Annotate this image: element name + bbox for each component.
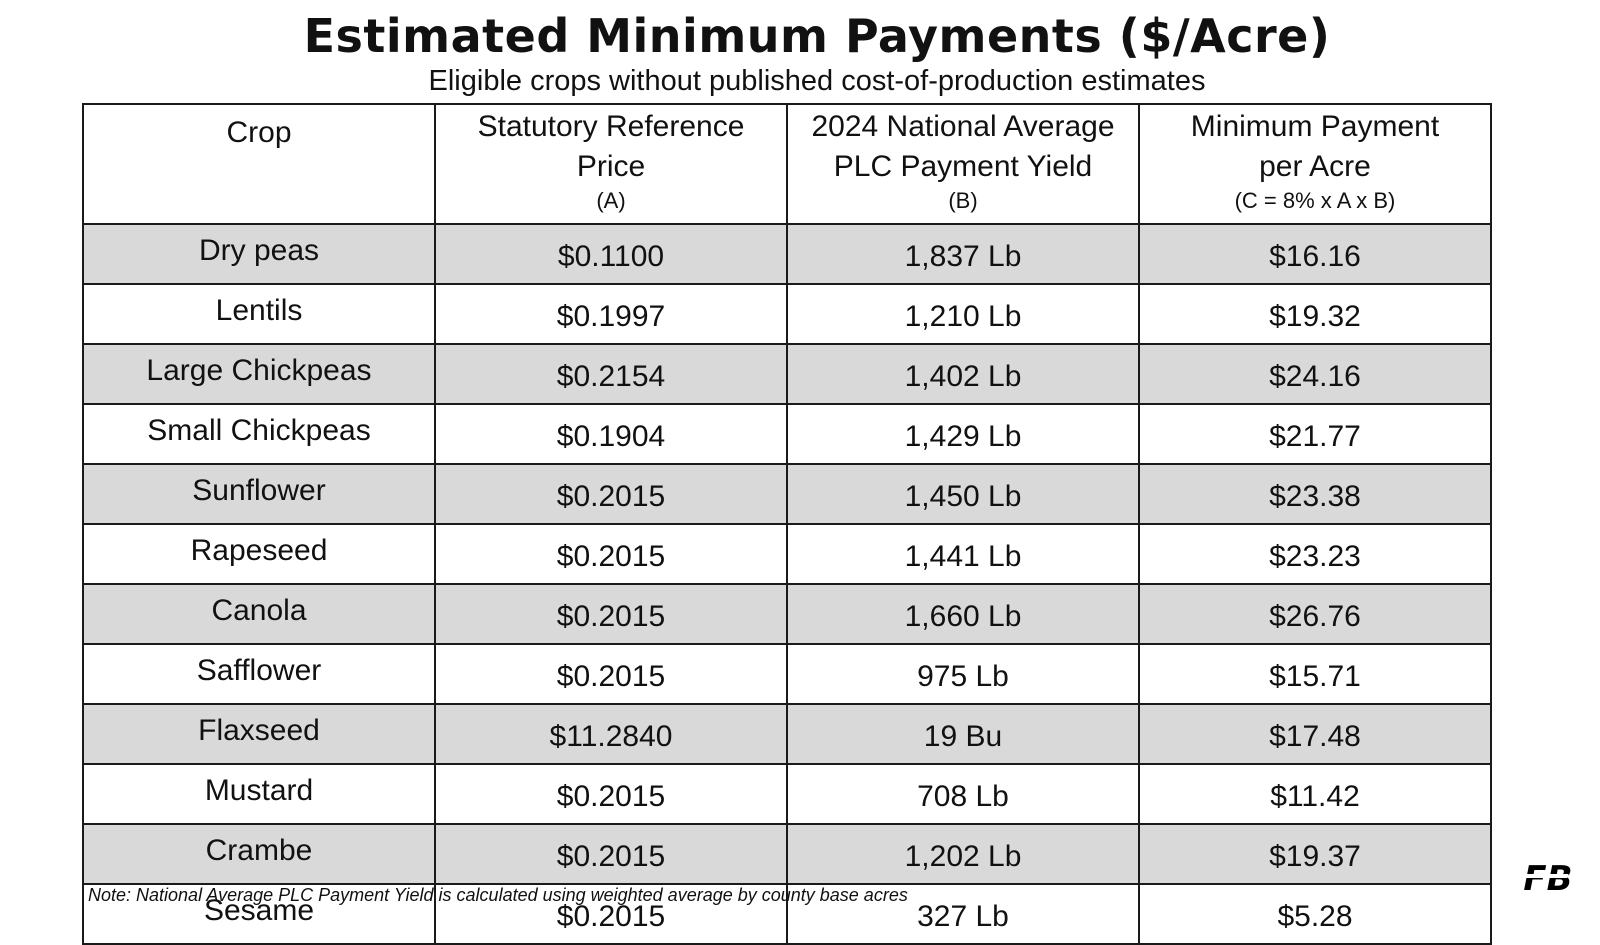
- minimum-payment-cell: $19.37: [1138, 823, 1492, 885]
- minimum-payment-cell: $16.16: [1138, 223, 1492, 285]
- payment-yield-cell: 975 Lb: [786, 643, 1140, 705]
- crop-name-cell: Small Chickpeas: [82, 403, 436, 465]
- payment-yield-cell: 1,210 Lb: [786, 283, 1140, 345]
- minimum-payments-table: Crop Statutory Reference Price (A) 2024 …: [82, 103, 1492, 945]
- reference-price-cell: $0.2015: [434, 523, 788, 585]
- payment-yield-cell: 1,450 Lb: [786, 463, 1140, 525]
- minimum-payment-cell: $17.48: [1138, 703, 1492, 765]
- reference-price-cell: $0.2015: [434, 823, 788, 885]
- header-row: Crop Statutory Reference Price (A) 2024 …: [82, 103, 1492, 225]
- minimum-payment-cell: $23.23: [1138, 523, 1492, 585]
- payment-yield-cell: 1,441 Lb: [786, 523, 1140, 585]
- column-header-payment-yield-formula: (B): [948, 188, 978, 213]
- table-header: Crop Statutory Reference Price (A) 2024 …: [82, 103, 1492, 225]
- table-row: Lentils $0.1997 1,210 Lb $19.32: [82, 283, 1492, 345]
- page-subtitle: Eligible crops without published cost-of…: [428, 65, 1206, 97]
- column-header-reference-price-line2: Price: [576, 150, 646, 183]
- column-header-reference-price-formula: (A): [596, 188, 626, 213]
- crop-name-cell: Flaxseed: [82, 703, 436, 765]
- crop-name-cell: Canola: [82, 583, 436, 645]
- table-row: Canola $0.2015 1,660 Lb $26.76: [82, 583, 1492, 645]
- table-row: Dry peas $0.1100 1,837 Lb $16.16: [82, 223, 1492, 285]
- reference-price-cell: $0.2154: [434, 343, 788, 405]
- crop-name-cell: Rapeseed: [82, 523, 436, 585]
- column-header-reference-price-line1: Statutory Reference: [477, 110, 745, 143]
- minimum-payment-cell: $23.38: [1138, 463, 1492, 525]
- reference-price-cell: $0.2015: [434, 463, 788, 525]
- column-header-minimum-payment-line1: Minimum Payment: [1190, 110, 1440, 143]
- crop-name-cell: Sunflower: [82, 463, 436, 525]
- footnote: Note: National Average PLC Payment Yield…: [88, 885, 908, 905]
- reference-price-cell: $0.2015: [434, 643, 788, 705]
- table-row: Safflower $0.2015 975 Lb $15.71: [82, 643, 1492, 705]
- payment-yield-cell: 1,402 Lb: [786, 343, 1140, 405]
- crop-name-cell: Lentils: [82, 283, 436, 345]
- column-header-payment-yield: 2024 National Average PLC Payment Yield …: [786, 103, 1140, 225]
- table-row: Small Chickpeas $0.1904 1,429 Lb $21.77: [82, 403, 1492, 465]
- column-header-minimum-payment-formula: (C = 8% x A x B): [1234, 188, 1396, 213]
- minimum-payment-cell: $15.71: [1138, 643, 1492, 705]
- crop-name-cell: Crambe: [82, 823, 436, 885]
- crop-name-cell: Mustard: [82, 763, 436, 825]
- column-header-payment-yield-line2: PLC Payment Yield: [833, 150, 1093, 183]
- payment-yield-cell: 1,202 Lb: [786, 823, 1140, 885]
- farm-bureau-logo-icon: FB: [1514, 859, 1573, 895]
- column-header-crop: Crop: [82, 103, 436, 225]
- table-row: Crambe $0.2015 1,202 Lb $19.37: [82, 823, 1492, 885]
- minimum-payment-cell: $11.42: [1138, 763, 1492, 825]
- minimum-payment-cell: $21.77: [1138, 403, 1492, 465]
- column-header-minimum-payment: Minimum Payment per Acre (C = 8% x A x B…: [1138, 103, 1492, 225]
- reference-price-cell: $0.1100: [434, 223, 788, 285]
- payment-yield-cell: 1,837 Lb: [786, 223, 1140, 285]
- table-row: Mustard $0.2015 708 Lb $11.42: [82, 763, 1492, 825]
- reference-price-cell: $0.2015: [434, 583, 788, 645]
- column-header-crop-label: Crop: [226, 116, 292, 149]
- reference-price-cell: $0.2015: [434, 763, 788, 825]
- table-row: Flaxseed $11.2840 19 Bu $17.48: [82, 703, 1492, 765]
- table-row: Sunflower $0.2015 1,450 Lb $23.38: [82, 463, 1492, 525]
- payment-yield-cell: 1,660 Lb: [786, 583, 1140, 645]
- page-title: Estimated Minimum Payments ($/Acre): [303, 9, 1331, 63]
- reference-price-cell: $0.1997: [434, 283, 788, 345]
- minimum-payment-cell: $24.16: [1138, 343, 1492, 405]
- payment-yield-cell: 19 Bu: [786, 703, 1140, 765]
- crop-name-cell: Dry peas: [82, 223, 436, 285]
- crop-name-cell: Large Chickpeas: [82, 343, 436, 405]
- minimum-payment-cell: $19.32: [1138, 283, 1492, 345]
- column-header-reference-price: Statutory Reference Price (A): [434, 103, 788, 225]
- payment-yield-cell: 708 Lb: [786, 763, 1140, 825]
- minimum-payment-cell: $5.28: [1138, 883, 1492, 945]
- reference-price-cell: $11.2840: [434, 703, 788, 765]
- column-header-minimum-payment-line2: per Acre: [1259, 150, 1371, 183]
- payment-yield-cell: 1,429 Lb: [786, 403, 1140, 465]
- table-body: Dry peas $0.1100 1,837 Lb $16.16 Lentils $0.1…: [82, 223, 1492, 945]
- table-row: Rapeseed $0.2015 1,441 Lb $23.23: [82, 523, 1492, 585]
- crop-name-cell: Safflower: [82, 643, 436, 705]
- minimum-payment-cell: $26.76: [1138, 583, 1492, 645]
- reference-price-cell: $0.1904: [434, 403, 788, 465]
- table-row: Large Chickpeas $0.2154 1,402 Lb $24.16: [82, 343, 1492, 405]
- column-header-payment-yield-line1: 2024 National Average: [811, 110, 1115, 143]
